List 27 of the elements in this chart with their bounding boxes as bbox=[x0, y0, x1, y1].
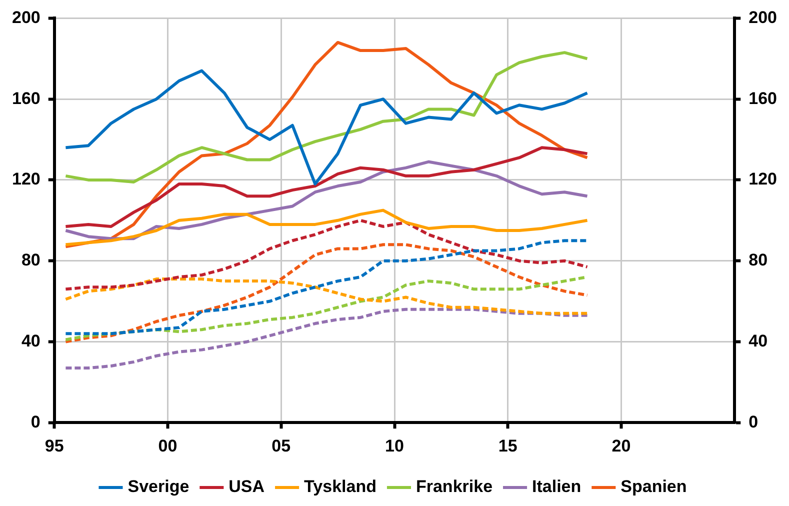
legend-label: Sverige bbox=[128, 477, 190, 496]
legend-label: Frankrike bbox=[416, 477, 493, 496]
y-tick-label: 0 bbox=[30, 412, 40, 432]
y-tick-label: 40 bbox=[21, 331, 40, 350]
y2-tick-label: 40 bbox=[748, 331, 768, 350]
y2-tick-label: 200 bbox=[748, 8, 778, 27]
line-series bbox=[64, 278, 589, 315]
x-tick-label: 15 bbox=[498, 436, 518, 456]
y-tick-label: 80 bbox=[21, 250, 40, 270]
x-tick-label: 00 bbox=[158, 436, 178, 456]
x-tick-label: 95 bbox=[44, 436, 64, 456]
legend-label: USA bbox=[228, 477, 265, 496]
line-series bbox=[64, 218, 589, 291]
y-tick-label: 200 bbox=[12, 8, 40, 27]
y2-tick-label: 80 bbox=[748, 250, 768, 270]
y2-tick-label: 160 bbox=[748, 88, 778, 108]
legend-label: Spanien bbox=[620, 477, 687, 496]
x-tick-label: 05 bbox=[272, 436, 291, 456]
legend-label: Tyskland bbox=[304, 477, 376, 496]
x-tick-label: 10 bbox=[385, 436, 404, 456]
y2-tick-label: 120 bbox=[748, 170, 778, 189]
x-tick-label: 20 bbox=[612, 436, 631, 456]
y-tick-label: 120 bbox=[12, 170, 40, 189]
y-tick-label: 160 bbox=[12, 88, 40, 108]
legend-label: Italien bbox=[532, 477, 582, 496]
y2-tick-label: 0 bbox=[748, 412, 758, 432]
line-series bbox=[64, 308, 589, 370]
